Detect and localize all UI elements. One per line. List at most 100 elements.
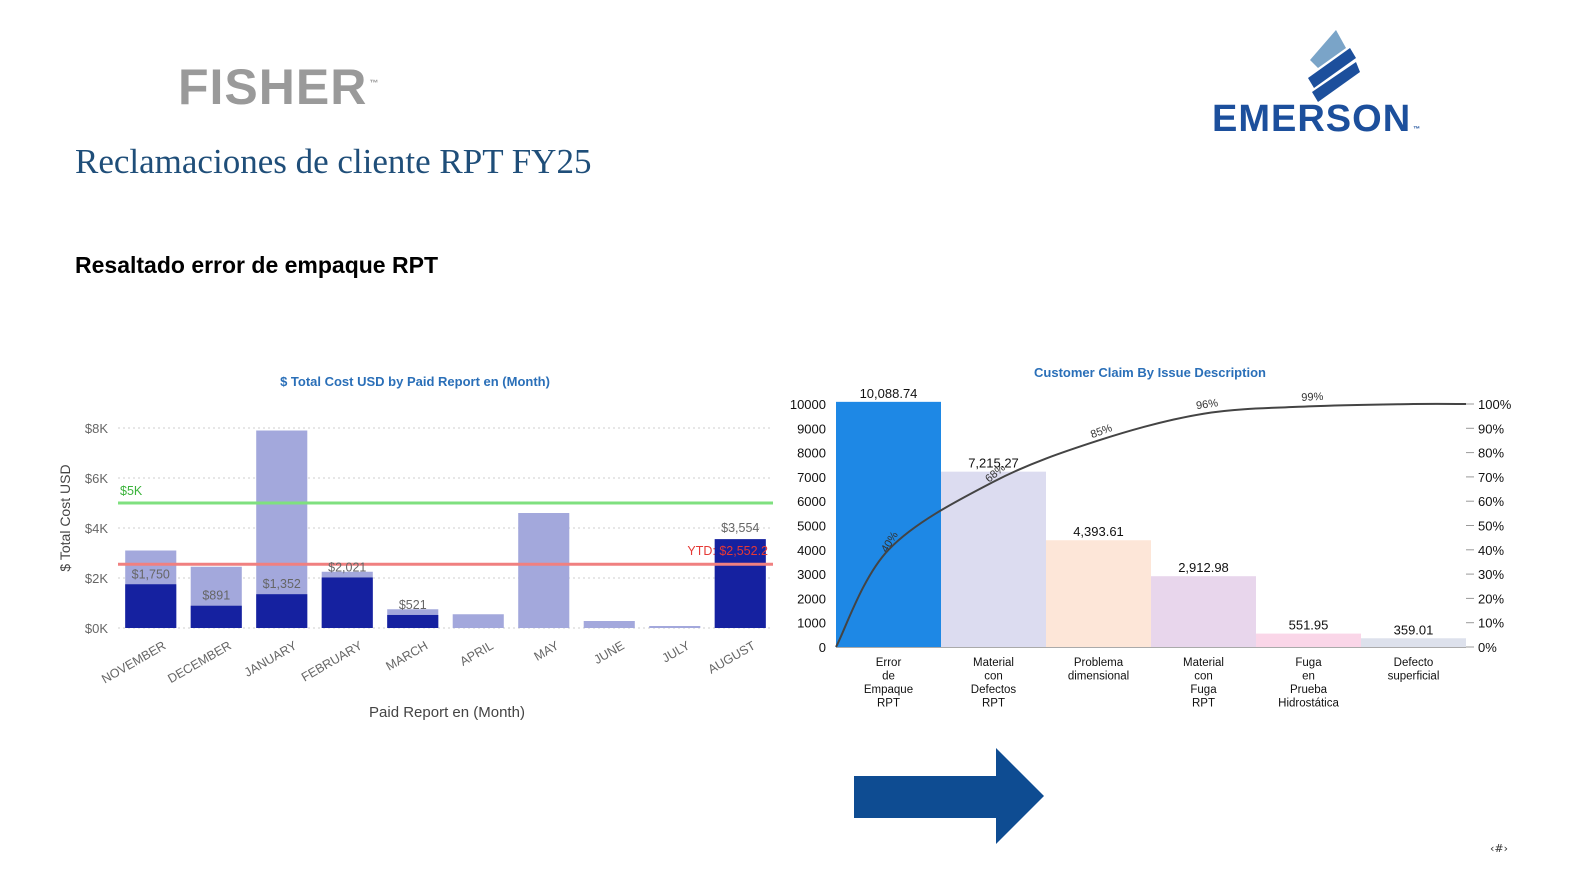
y-tick-label: 5000 [797,519,826,534]
fisher-logo: FISHER ™ [178,59,380,115]
x-tick-label: Empaque [864,684,913,696]
data-label: 2,912.98 [1178,560,1229,575]
y-tick-label: $6K [85,471,108,486]
target-line-label: $5K [120,484,143,498]
x-axis-label: Paid Report en (Month) [369,704,525,721]
x-tick-label: Prueba [1290,684,1328,696]
data-label: $1,750 [132,567,170,581]
x-tick-label: Fuga [1190,684,1217,696]
x-tick-label: Fuga [1295,657,1322,669]
data-label: 359.01 [1394,622,1434,637]
x-tick-label: APRIL [457,638,495,668]
x-tick-label: FEBRUARY [299,638,365,684]
y2-tick-label: 60% [1478,494,1504,509]
x-tick-label: superficial [1388,671,1440,683]
y-tick-label: 10000 [790,397,826,412]
x-tick-label: Material [1183,657,1224,669]
y-tick-label: 8000 [797,446,826,461]
data-label: $3,554 [721,521,759,535]
right-arrow-icon [854,748,1044,844]
data-label: 7,215.27 [968,456,1019,471]
x-tick-label: en [1302,671,1315,683]
y-tick-label: $4K [85,521,108,536]
x-tick-label: MARCH [384,638,431,673]
y-tick-label: 1000 [797,616,826,631]
bar-total [518,513,570,628]
bar-highlight [256,594,308,628]
x-tick-label: JANUARY [242,638,300,680]
y-tick-label: 7000 [797,470,826,485]
x-tick-label: Problema [1074,657,1124,669]
customer-claim-pareto-chart: Customer Claim By Issue Description 0 100… [790,365,1512,710]
y-tick-label: 6000 [797,494,826,509]
x-tick-label: AUGUST [706,638,758,676]
cumulative-label: 85% [1089,422,1114,441]
x-tick-label: JULY [660,638,693,665]
y-tick-label: 3000 [797,567,826,582]
x-tick-label: Hidrostática [1278,698,1339,710]
y2-tick-label: 10% [1478,616,1504,631]
data-label: $521 [399,598,427,612]
y2-tick-label: 100% [1478,397,1512,412]
x-tick-label: Defectos [971,684,1017,696]
y2-tick-label: 30% [1478,567,1504,582]
bar-highlight [387,614,439,628]
x-tick-label: de [882,671,895,683]
slide-title: Reclamaciones de cliente RPT FY25 [75,142,592,181]
bar-highlight [321,577,373,628]
data-label: $1,352 [263,577,301,591]
x-tick-label: MAY [532,638,562,664]
x-tick-label: Defecto [1394,657,1434,669]
bar [1256,633,1361,647]
emerson-mark-icon [1308,30,1360,102]
x-tick-label: RPT [877,698,900,710]
x-tick-label: NOVEMBER [99,638,168,686]
y2-tick-label: 90% [1478,421,1504,436]
cumulative-label: 96% [1195,397,1219,412]
data-label: $2,021 [328,560,366,574]
y2-tick-label: 80% [1478,446,1504,461]
y2-tick-label: 50% [1478,519,1504,534]
data-label: 4,393.61 [1073,524,1124,539]
x-tick-label: Error [876,657,902,669]
x-tick-label: Material [973,657,1014,669]
bar-total [452,614,504,628]
bar-highlight [125,584,177,628]
data-label: 551.95 [1289,618,1329,633]
data-label: 10,088.74 [860,386,918,401]
x-tick-label: DECEMBER [165,638,233,686]
bar-highlight [714,539,766,628]
ytd-line-label: YTD: $2,552.2 [687,544,768,558]
bar [941,471,1046,647]
y-tick-label: 0 [819,640,826,655]
chart-title: $ Total Cost USD by Paid Report en (Mont… [280,374,550,389]
y2-tick-label: 70% [1478,470,1504,485]
y-tick-label: 4000 [797,543,826,558]
x-tick-label: RPT [1192,698,1215,710]
page-number: ‹#› [1490,842,1509,855]
y-tick-label: $2K [85,571,108,586]
y-axis-label: $ Total Cost USD [57,464,73,571]
cumulative-line [835,402,1467,648]
bar-total [649,626,701,628]
x-tick-label: JUNE [591,638,626,666]
y-tick-label: $8K [85,421,108,436]
bar-highlight [190,605,242,628]
cumulative-label: 99% [1301,391,1324,404]
y2-tick-label: 40% [1478,543,1504,558]
y2-tick-label: 0% [1478,640,1497,655]
emerson-logo: EMERSON ™ [1212,98,1422,140]
y-tick-label: 9000 [797,421,826,436]
data-label: $891 [202,589,230,603]
bar [1046,540,1151,647]
bar-total [583,621,635,628]
x-tick-label: RPT [982,698,1005,710]
cost-by-month-chart: $ Total Cost USD by Paid Report en (Mont… [57,374,773,721]
x-tick-label: con [1194,671,1213,683]
chart-title: Customer Claim By Issue Description [1034,365,1266,380]
bar [1361,638,1466,647]
y-tick-label: 2000 [797,591,826,606]
bar [1151,576,1256,647]
x-tick-label: dimensional [1068,671,1129,683]
